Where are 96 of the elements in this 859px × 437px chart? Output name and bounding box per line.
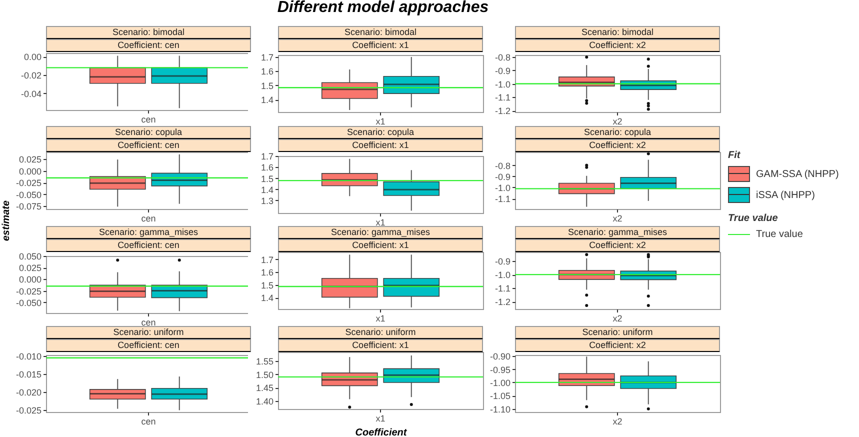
y-tick-label: 0.025 [18,263,42,274]
x-tick-label: x1 [376,218,386,228]
chart-title: Scenario: copula [46,126,251,139]
y-tick-label: -1.0 [494,79,510,90]
y-tick-label: -1.1 [494,194,510,204]
y-tick-label: -0.9 [494,256,510,267]
y-tick-label: 1.6 [260,66,274,77]
chart-subtitle: Coefficient: x1 [278,139,483,152]
chart-subtitle: Coefficient: x2 [515,239,720,252]
y-tick-label: -0.010 [16,352,42,362]
legend-label: iSSA (NHPP) [756,190,815,200]
chart-subtitle: Coefficient: cen [46,139,251,152]
y-tick-label: -0.050 [16,190,42,200]
y-tick-label: 1.45 [256,383,274,394]
x-tick-label: cen [141,416,156,426]
x-tick-label: cen [141,214,156,224]
chart-subtitle: Coefficient: cen [46,39,251,52]
x-tick-label: x2 [612,116,622,126]
chart-title: Scenario: gamma_mises [278,226,483,239]
chart-title: Scenario: uniform [46,326,251,339]
y-tick-label: -0.025 [16,286,42,296]
x-tick-label: cen [141,318,156,328]
chart-title: Scenario: copula [278,126,483,139]
text: True value [728,213,779,224]
x-tick-label: x1 [376,414,386,424]
chart-subtitle: Coefficient: cen [46,239,251,252]
legend-label: GAM-SSA (NHPP) [756,168,839,180]
chart-title: Scenario: bimodal [515,26,720,39]
text: Different model approaches [276,0,490,17]
chart-title: Scenario: uniform [278,326,483,339]
y-tick-label: 1.50 [256,370,274,380]
x-tick-label: cen [141,114,156,124]
y-tick-label: 1.55 [256,356,274,367]
y-tick-label: 1.5 [260,174,274,184]
x-tick-label: x2 [612,416,622,426]
y-tick-label: -1.00 [490,378,510,388]
y-tick-label: -0.02 [20,70,42,81]
chart-subtitle: Coefficient: x2 [515,39,720,52]
y-tick-label: -1.2 [494,106,510,116]
y-tick-label: -0.8 [494,52,510,62]
chart-subtitle: Coefficient: x2 [515,339,720,352]
y-tick-label: 1.5 [260,80,274,91]
y-tick-label: -1.10 [490,404,510,414]
y-tick-label: -1.1 [494,92,510,103]
y-tick-label: 1.7 [260,152,274,162]
chart-title: Scenario: copula [515,126,720,139]
x-tick-label: x2 [612,214,622,224]
y-tick-label: -0.90 [490,352,510,362]
y-tick-label: -0.9 [494,172,510,182]
x-axis-title: Coefficient [355,428,408,437]
y-tick-label: 1.4 [260,293,274,304]
chart-subtitle: Coefficient: x1 [278,39,483,52]
chart-title: Scenario: bimodal [278,26,483,39]
chart-title: Scenario: bimodal [46,26,251,39]
chart-subtitle: Coefficient: cen [46,339,251,352]
y-tick-label: -0.9 [494,66,510,76]
chart-title: Scenario: gamma_mises [515,226,720,239]
y-tick-label: -0.025 [16,405,42,416]
y-tick-label: -1.05 [490,391,510,402]
y-tick-label: -1.0 [494,270,510,280]
y-tick-label: 0.000 [18,274,42,285]
y-tick-label: 1.5 [260,280,274,290]
y-tick-label: 1.4 [260,184,274,195]
y-tick-label: 1.7 [260,52,274,62]
y-axis-title: estimate [1,200,12,241]
y-tick-label: -0.015 [16,370,42,380]
y-tick-label: -0.95 [490,364,510,375]
chart-subtitle: Coefficient: x1 [278,239,483,252]
y-tick-label: 0.000 [18,166,42,176]
y-tick-label: -0.020 [16,387,42,398]
x-tick-label: x2 [612,314,622,324]
y-tick-label: 0.025 [18,154,42,165]
x-tick-label: x1 [376,116,386,126]
y-tick-label: 1.3 [260,196,274,206]
y-tick-label: 1.7 [260,254,274,265]
y-tick-label: -1.0 [494,182,510,193]
y-tick-label: 1.4 [260,95,274,106]
y-tick-label: 1.40 [256,396,274,406]
legend-label: True value [756,229,803,240]
y-tick-label: -1.1 [494,284,510,294]
y-tick-label: -0.04 [20,88,42,99]
chart-subtitle: Coefficient: x1 [278,339,483,352]
y-tick-label: -0.075 [16,202,42,212]
y-tick-label: -0.050 [16,298,42,308]
y-tick-label: -1.2 [494,297,510,308]
chart-title: Scenario: uniform [515,326,720,339]
chart-title: Scenario: gamma_mises [46,226,251,239]
y-tick-label: -0.025 [16,178,42,188]
x-tick-label: x1 [376,314,386,324]
legend-title: Fit [728,150,742,161]
chart-subtitle: Coefficient: x2 [515,139,720,152]
y-tick-label: 1.6 [260,162,274,173]
y-tick-label: 0.050 [18,252,42,262]
y-tick-label: 1.6 [260,268,274,278]
y-tick-label: 0.00 [24,52,42,62]
y-tick-label: -0.8 [494,160,510,171]
